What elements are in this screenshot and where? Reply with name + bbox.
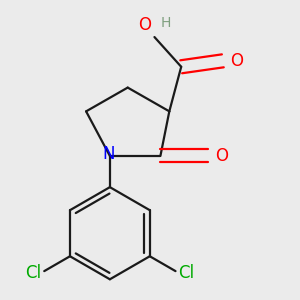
Text: Cl: Cl bbox=[178, 264, 195, 282]
Text: O: O bbox=[215, 147, 228, 165]
Text: O: O bbox=[230, 52, 243, 70]
Text: N: N bbox=[102, 146, 115, 164]
Text: Cl: Cl bbox=[25, 264, 41, 282]
Text: H: H bbox=[160, 16, 171, 30]
Text: O: O bbox=[139, 16, 152, 34]
